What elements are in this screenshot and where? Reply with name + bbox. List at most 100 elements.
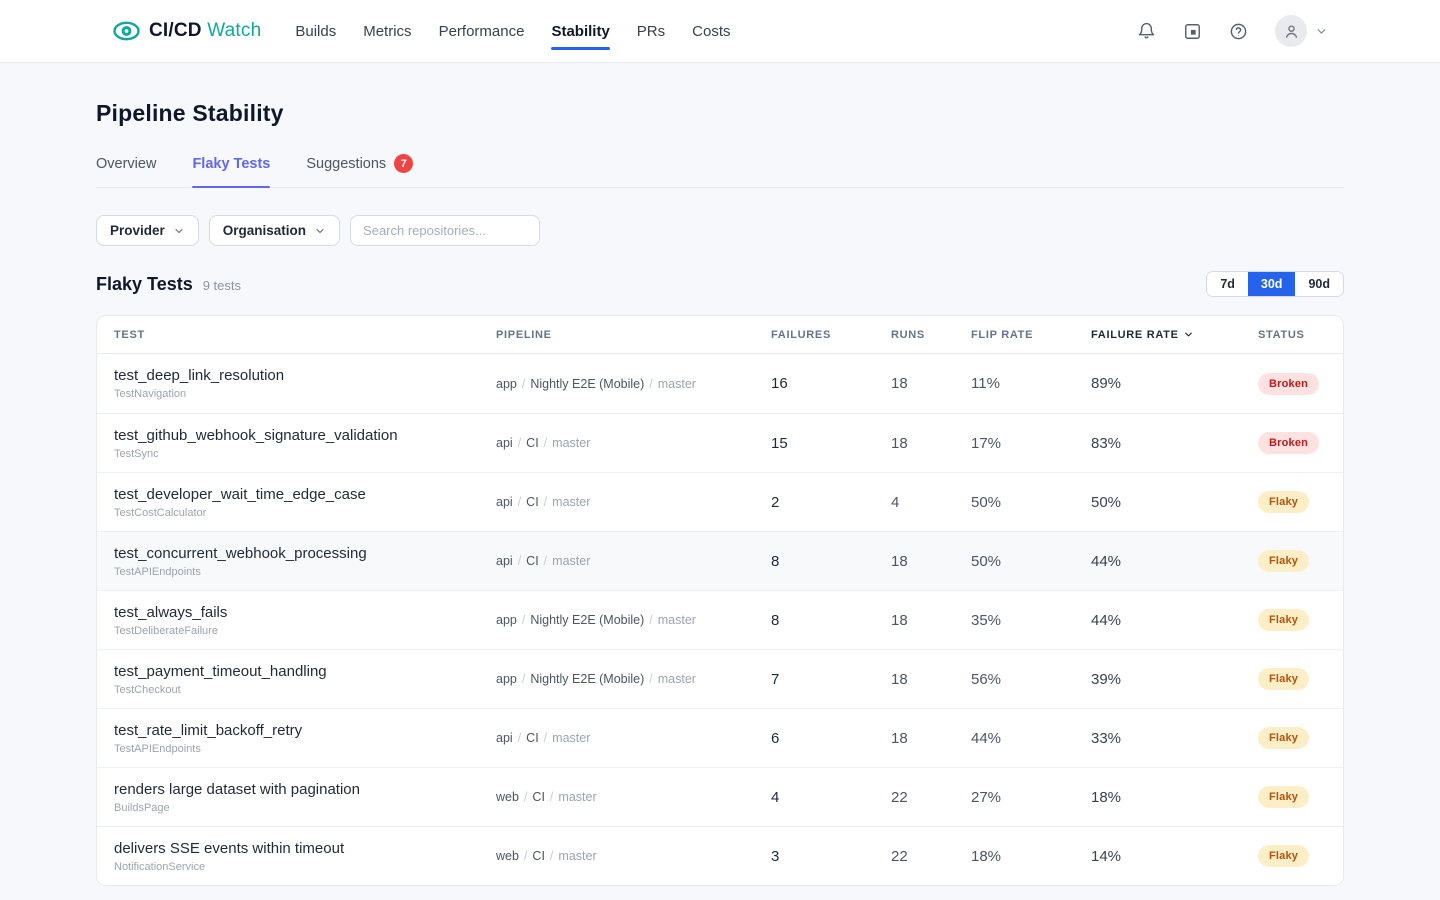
pipeline-path: api / CI / master [496,554,771,568]
notifications-bell-icon[interactable] [1137,22,1156,41]
status-badge: Flaky [1258,609,1310,631]
column-header-label: STATUS [1258,328,1305,341]
failures-value: 3 [771,847,780,865]
test-cell: test_github_webhook_signature_validation… [97,427,496,460]
column-header-failure-rate[interactable]: FAILURE RATE [1091,329,1258,341]
failures-value: 7 [771,670,780,688]
table-row[interactable]: test_always_fails TestDeliberateFailure … [97,590,1343,649]
table-row[interactable]: test_rate_limit_backoff_retry TestAPIEnd… [97,708,1343,767]
flip-rate-value: 11% [971,375,1000,392]
pipeline-branch: master [552,436,591,450]
pipeline-branch: master [552,731,591,745]
table-row[interactable]: test_concurrent_webhook_processing TestA… [97,531,1343,590]
runs-value: 4 [891,493,900,511]
pipeline-repo: api [496,554,513,568]
column-header-flip-rate[interactable]: FLIP RATE [971,329,1091,341]
table-row[interactable]: test_deep_link_resolution TestNavigation… [97,354,1343,413]
tab-flaky-tests[interactable]: Flaky Tests [192,154,271,188]
failures-value: 8 [771,611,780,629]
tab-suggestions[interactable]: Suggestions 7 [306,154,414,187]
nav-item-performance[interactable]: Performance [438,22,525,40]
runs-value: 22 [891,788,908,806]
failures-value: 4 [771,788,780,806]
search-repositories-input[interactable] [350,215,541,246]
pipeline-name: CI [526,495,539,509]
top-navbar: CI/CD Watch Builds Metrics Performance S… [0,0,1440,63]
test-name: test_github_webhook_signature_validation [114,426,398,444]
table-row[interactable]: test_github_webhook_signature_validation… [97,413,1343,472]
path-separator: / [521,376,526,391]
runs-value: 18 [891,375,908,392]
pipeline-name: CI [532,790,545,804]
table-row[interactable]: renders large dataset with pagination Bu… [97,767,1343,826]
runs-value: 18 [891,729,908,747]
table-row[interactable]: delivers SSE events within timeout Notif… [97,826,1343,885]
failures-value: 8 [771,552,780,570]
failures-value: 15 [771,434,788,452]
runs-value: 18 [891,552,908,570]
path-separator: / [517,731,522,745]
flip-rate-value: 50% [971,552,1002,570]
pipeline-branch: master [552,554,591,568]
user-menu[interactable] [1275,15,1328,47]
pipeline-name: CI [526,731,539,745]
table-row[interactable]: test_developer_wait_time_edge_case TestC… [97,472,1343,531]
main-nav: Builds Metrics Performance Stability PRs… [295,15,731,50]
pipeline-repo: api [496,436,513,450]
pipeline-repo: app [496,672,517,686]
range-button-90d[interactable]: 90d [1295,272,1343,296]
failure-rate-value: 89% [1091,375,1122,392]
column-header-pipeline[interactable]: PIPELINE [496,329,771,341]
nav-item-stability[interactable]: Stability [551,15,611,50]
status-badge: Flaky [1258,550,1310,572]
status-cell: Flaky [1258,550,1343,572]
column-header-label: PIPELINE [496,328,552,341]
test-suite: TestCheckout [114,683,181,696]
provider-filter-dropdown[interactable]: Provider [96,215,199,246]
pipeline-path: api / CI / master [496,731,771,745]
pipeline-path: web / CI / master [496,849,771,863]
nav-item-prs[interactable]: PRs [636,22,666,40]
tab-overview[interactable]: Overview [96,154,156,187]
flip-rate-value: 35% [971,611,1002,629]
tab-label: Flaky Tests [192,155,271,172]
nav-item-metrics[interactable]: Metrics [363,22,412,40]
range-button-30d[interactable]: 30d [1247,272,1296,296]
brand-logo[interactable]: CI/CD Watch [113,20,261,42]
test-cell: test_concurrent_webhook_processing TestA… [97,545,496,578]
failures-value: 2 [771,493,780,511]
failure-rate-value: 44% [1091,611,1122,629]
column-header-runs[interactable]: RUNS [891,329,971,341]
table-header-row: TEST PIPELINE FAILURES RUNS FLIP RATE FA… [97,316,1343,354]
status-cell: Flaky [1258,609,1343,631]
test-name: delivers SSE events within timeout [114,839,345,857]
path-separator: / [523,849,528,863]
test-name: test_rate_limit_backoff_retry [114,721,303,739]
range-button-7d[interactable]: 7d [1207,272,1248,296]
path-separator: / [543,436,548,450]
path-separator: / [517,554,522,568]
path-separator: / [649,376,653,391]
table-body: test_deep_link_resolution TestNavigation… [97,354,1343,885]
pipeline-name: CI [526,436,539,450]
failure-rate-value: 39% [1091,670,1122,688]
failures-value: 6 [771,729,780,747]
flip-rate-value: 27% [971,788,1002,806]
panel-layout-icon[interactable] [1183,22,1202,41]
page-title: Pipeline Stability [96,100,284,126]
test-name: renders large dataset with pagination [114,780,360,798]
nav-item-builds[interactable]: Builds [295,22,337,40]
organisation-filter-dropdown[interactable]: Organisation [208,215,341,246]
pipeline-repo: web [496,790,519,804]
status-badge: Flaky [1258,786,1310,808]
status-cell: Flaky [1258,668,1343,690]
help-icon[interactable] [1229,22,1248,41]
page-content: Pipeline Stability Overview Flaky Tests … [96,100,1344,886]
test-cell: test_developer_wait_time_edge_case TestC… [97,486,496,519]
column-header-status[interactable]: STATUS [1258,329,1343,341]
table-row[interactable]: test_payment_timeout_handling TestChecko… [97,649,1343,708]
column-header-test[interactable]: TEST [97,329,496,341]
path-separator: / [543,731,548,745]
column-header-failures[interactable]: FAILURES [771,329,891,341]
nav-item-costs[interactable]: Costs [692,22,731,40]
